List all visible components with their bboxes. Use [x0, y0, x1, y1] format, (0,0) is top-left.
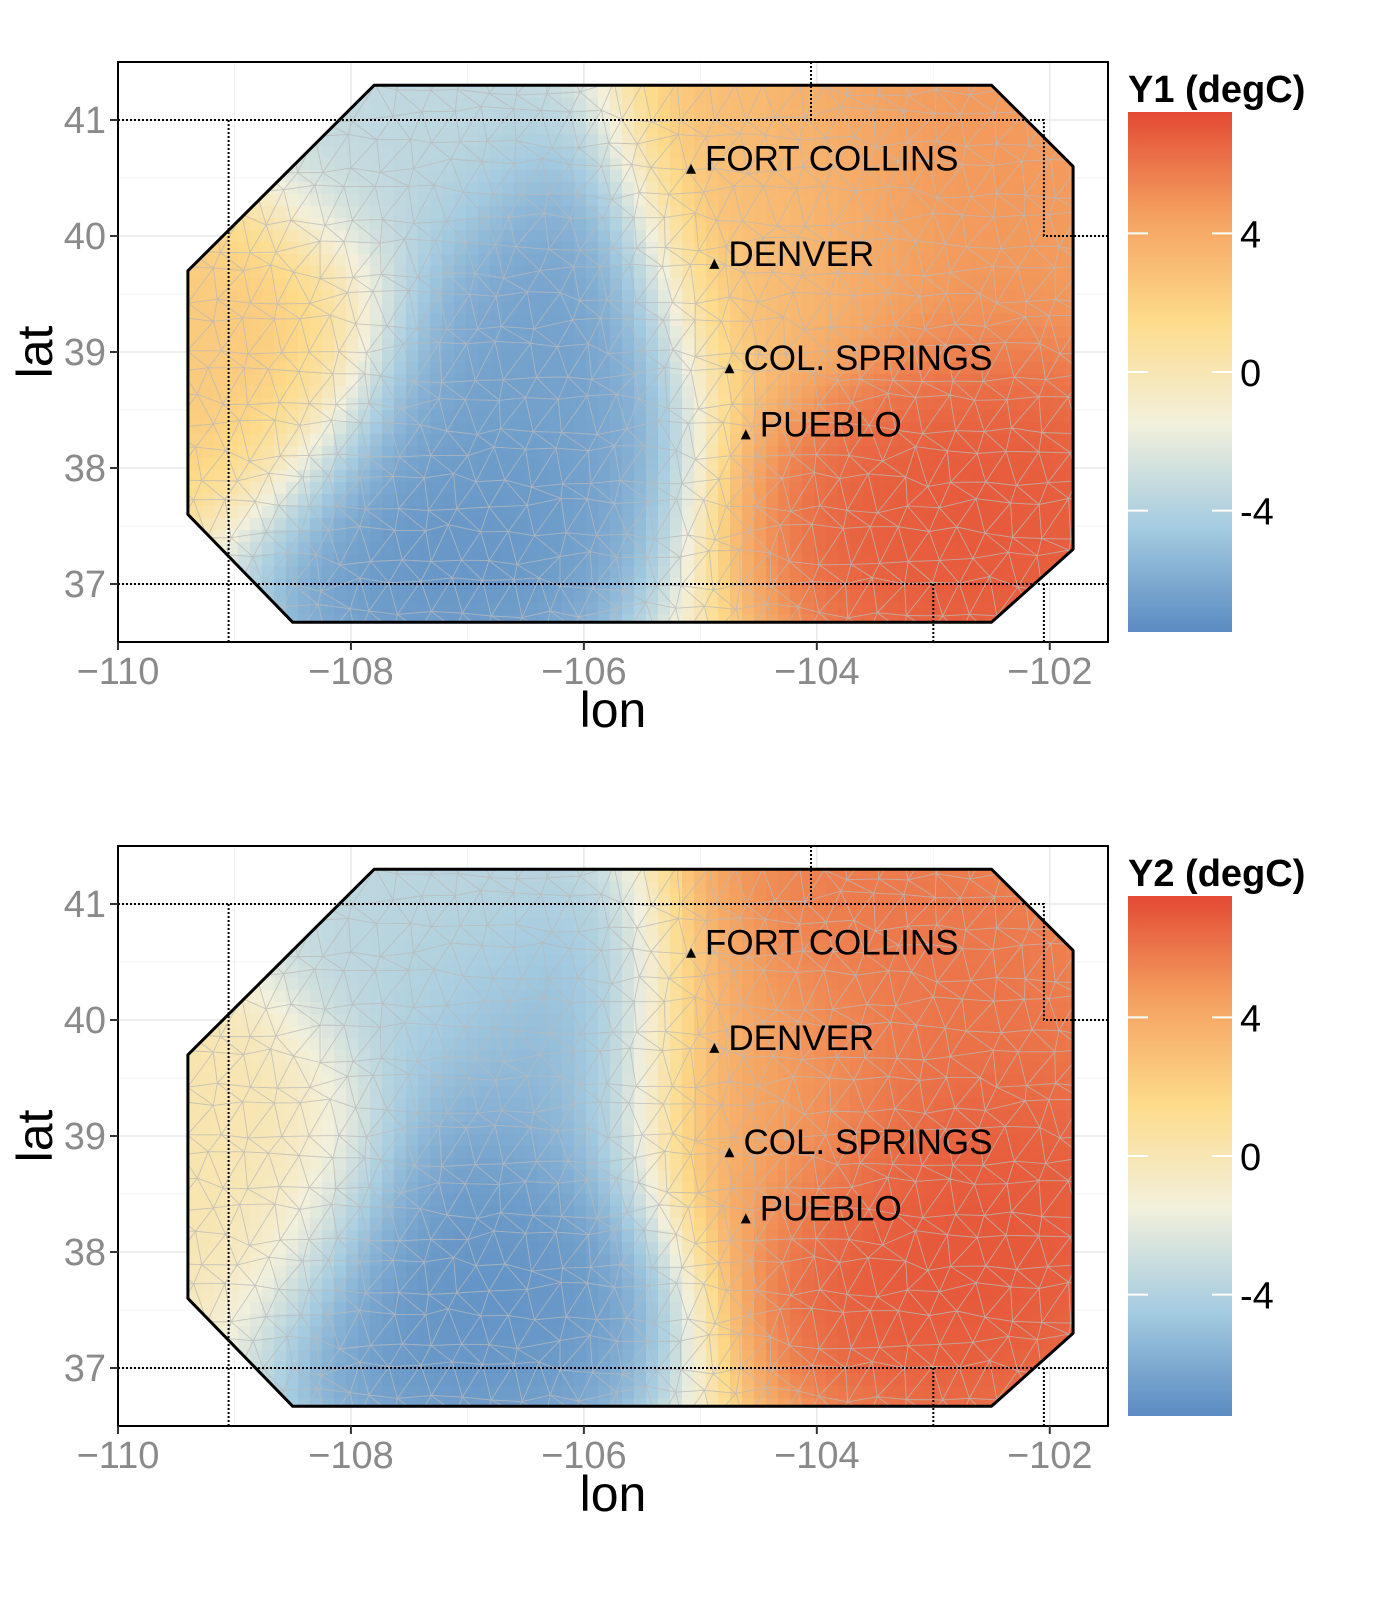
temperature-field	[187, 869, 1074, 1407]
x-axis: −110 −108 −106 −104 −102	[77, 642, 1093, 693]
cities: FORT COLLINS DENVER COL. SPRINGS PUEBLO	[686, 924, 992, 1228]
legend-tick-label: 4	[1240, 214, 1261, 256]
x-axis: −110 −108 −106 −104 −102	[77, 1426, 1093, 1477]
y-tick-label: 39	[64, 332, 106, 374]
state-borders	[118, 62, 1108, 642]
mesh	[187, 85, 1074, 623]
x-tick-label: −102	[1007, 1435, 1093, 1477]
y-tick-label: 40	[64, 1000, 106, 1042]
region-outline	[186, 83, 1075, 624]
y-axis: 37 38 39 40 41	[64, 100, 118, 606]
legend-tick-label: 4	[1240, 998, 1261, 1040]
city-label: PUEBLO	[760, 405, 902, 444]
y-tick-label: 38	[64, 1232, 106, 1274]
y-tick-label: 38	[64, 448, 106, 490]
state-border	[118, 119, 1108, 237]
legend-title: Y1 (degC)	[1128, 69, 1305, 111]
cities: FORT COLLINS DENVER COL. SPRINGS PUEBLO	[686, 140, 992, 444]
legend-tick-label: -4	[1240, 1276, 1274, 1318]
x-tick-label: −104	[774, 1435, 860, 1477]
city-label: DENVER	[728, 1019, 874, 1058]
y-tick-label: 40	[64, 216, 106, 258]
legend-tick-label: 0	[1240, 353, 1261, 395]
x-tick-label: −106	[541, 651, 627, 693]
x-tick-label: −108	[308, 1435, 394, 1477]
x-tick-label: −110	[77, 1435, 160, 1477]
y-tick-label: 37	[64, 564, 106, 606]
state-border	[118, 903, 1108, 1021]
y-axis: 37 38 39 40 41	[64, 884, 118, 1390]
legend: Y2 (degC) 4 0 -4	[1128, 853, 1305, 1416]
legend-tick-label: 0	[1240, 1137, 1261, 1179]
x-tick-label: −108	[308, 651, 394, 693]
city-marker	[740, 1213, 751, 1224]
legend-tick-label: -4	[1240, 492, 1274, 534]
city-marker	[686, 163, 697, 174]
x-tick-label: −102	[1007, 651, 1093, 693]
x-axis-title: lon	[580, 682, 647, 738]
city-marker	[740, 429, 751, 440]
y-tick-label: 41	[64, 100, 106, 142]
city-label: COL. SPRINGS	[743, 1123, 992, 1162]
x-tick-label: −106	[541, 1435, 627, 1477]
x-axis-title: lon	[580, 1466, 647, 1522]
city-label: DENVER	[728, 235, 874, 274]
city-label: FORT COLLINS	[705, 924, 959, 963]
region-outline	[186, 867, 1075, 1408]
map-panel-2: FORT COLLINS DENVER COL. SPRINGS PUEBLO −110…	[7, 845, 1305, 1522]
city-marker	[724, 1147, 735, 1158]
x-tick-label: −110	[77, 651, 160, 693]
mesh	[187, 869, 1074, 1407]
y-axis-title: lat	[7, 325, 63, 378]
y-tick-label: 39	[64, 1116, 106, 1158]
legend-title: Y2 (degC)	[1128, 853, 1305, 895]
city-marker	[686, 947, 697, 958]
x-tick-label: −104	[774, 651, 860, 693]
y-tick-label: 37	[64, 1348, 106, 1390]
city-label: FORT COLLINS	[705, 140, 959, 179]
city-label: PUEBLO	[760, 1189, 902, 1228]
city-marker	[709, 1042, 720, 1053]
map-panel-1: FORT COLLINS DENVER COL. SPRINGS PUEBLO −110…	[7, 61, 1305, 738]
y-axis-title: lat	[7, 1109, 63, 1162]
y-tick-label: 41	[64, 884, 106, 926]
city-label: COL. SPRINGS	[743, 339, 992, 378]
state-borders	[118, 846, 1108, 1426]
city-marker	[724, 363, 735, 374]
legend: Y1 (degC) 4 0 -4	[1128, 69, 1305, 632]
city-marker	[709, 258, 720, 269]
